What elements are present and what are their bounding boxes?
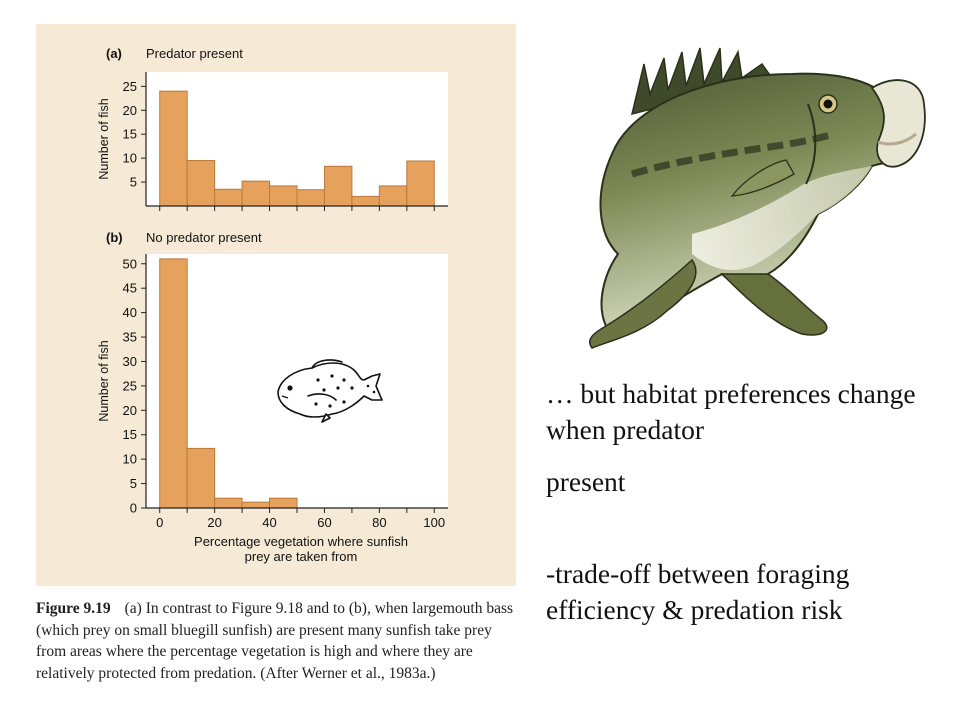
chart-b-y-tick-label: 30 xyxy=(123,354,137,369)
chart-b-x-tick-label: 60 xyxy=(317,515,331,530)
chart-b-x-tick-label: 100 xyxy=(423,515,445,530)
largemouth-bass-illustration-icon xyxy=(588,47,926,349)
slide-text-habitat-preferences: … but habitat preferences change when pr… xyxy=(546,378,916,445)
chart-b-y-tick-label: 15 xyxy=(123,427,137,442)
chart-b-x-axis-label: Percentage vegetation where sunfish xyxy=(194,534,408,549)
chart-b-x-axis-label: prey are taken from xyxy=(245,549,358,564)
chart-a-bar xyxy=(296,189,325,207)
chart-b-bar xyxy=(186,447,216,509)
chart-b-x-tick-label: 20 xyxy=(207,515,221,530)
chart-a-bar xyxy=(351,195,380,207)
chart-b-x-tick-label: 0 xyxy=(156,515,163,530)
chart-a-bar xyxy=(323,165,353,207)
chart-a-y-axis-label: Number of fish xyxy=(97,98,111,179)
histogram-figure: 5 10 15 20 25 (a) Predator present Number of fi… xyxy=(97,46,448,564)
chart-b-y-tick-label: 45 xyxy=(123,281,137,296)
chart-a-bar xyxy=(406,160,435,207)
chart-b-y-tick-label: 35 xyxy=(123,330,137,345)
figure-caption-text: (a) In contrast to Figure 9.18 and to (b… xyxy=(36,600,514,682)
chart-b-bar xyxy=(214,497,243,509)
chart-a-y-tick-label: 5 xyxy=(130,175,137,190)
chart-b-y-axis-label: Number of fish xyxy=(97,340,111,421)
chart-b-y-tick-label: 40 xyxy=(123,305,137,320)
chart-b-y-tick-label: 25 xyxy=(123,378,137,393)
chart-a-y-tick-label: 20 xyxy=(123,103,137,118)
figure-number: Figure 9.19 xyxy=(36,600,111,617)
chart-a-bar xyxy=(378,185,408,207)
chart-b-bar xyxy=(269,497,298,509)
chart-a-title: Predator present xyxy=(146,46,243,61)
chart-b-y-tick-label: 10 xyxy=(123,452,137,467)
chart-b-bar xyxy=(241,501,271,509)
chart-a-bar xyxy=(186,160,216,207)
slide-text-present: present xyxy=(546,466,626,497)
chart-b-x-tick-label: 80 xyxy=(372,515,386,530)
chart-b-panel-label: (b) xyxy=(106,230,123,245)
chart-a-bar xyxy=(241,180,271,207)
chart-b-y-tick-label: 0 xyxy=(130,501,137,516)
slide-text-trade-off: -trade-off between foraging efficiency &… xyxy=(546,558,850,625)
chart-a-bar xyxy=(214,188,243,207)
chart-a-y-tick-label: 15 xyxy=(123,127,137,142)
chart-b-x-tick-label: 40 xyxy=(262,515,276,530)
figure-caption: Figure 9.19 (a) In contrast to Figure 9.1… xyxy=(36,598,516,684)
chart-a-bar xyxy=(269,185,298,207)
chart-a-y-tick-label: 10 xyxy=(123,151,137,166)
chart-b-title: No predator present xyxy=(146,230,262,245)
chart-a-panel-label: (a) xyxy=(106,46,122,61)
chart-b-bar xyxy=(159,258,188,509)
chart-b-y-tick-label: 20 xyxy=(123,403,137,418)
chart-b-y-tick-label: 5 xyxy=(130,476,137,491)
sunfish-drawing-icon xyxy=(277,359,383,423)
chart-a-bar xyxy=(159,90,188,207)
chart-a-y-tick-label: 25 xyxy=(123,79,137,94)
figure-panel: 5 10 15 20 25 (a) Predator present Number of fi… xyxy=(36,24,516,586)
chart-b-y-tick-label: 50 xyxy=(123,256,137,271)
